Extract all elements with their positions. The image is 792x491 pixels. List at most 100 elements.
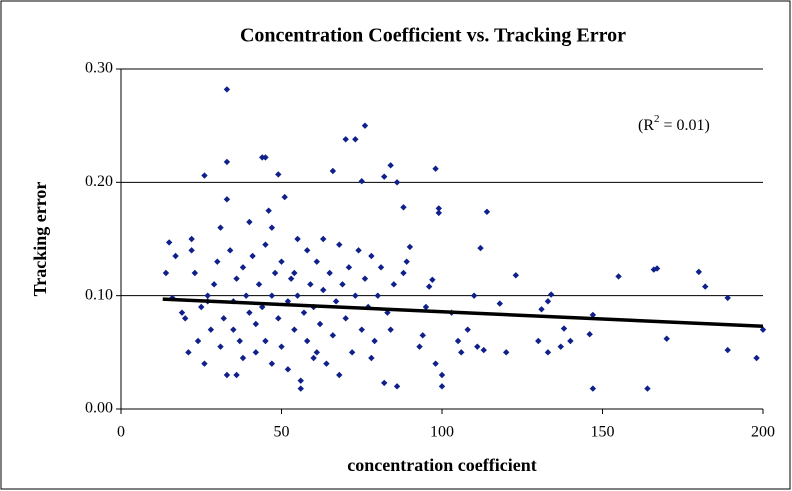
y-tick-label: 0.30 — [85, 60, 113, 77]
point — [320, 235, 327, 243]
point — [201, 360, 208, 367]
point — [233, 371, 240, 379]
x-tick-label: 150 — [591, 424, 615, 441]
point — [438, 371, 446, 379]
x-tick-label: 50 — [274, 424, 290, 441]
point — [198, 303, 205, 311]
point — [512, 272, 520, 279]
point — [246, 218, 253, 226]
point — [185, 349, 192, 356]
point — [172, 252, 179, 260]
point — [191, 269, 199, 277]
point — [352, 292, 359, 299]
point — [262, 337, 269, 345]
point — [268, 224, 276, 231]
point — [429, 276, 436, 283]
y-tick-label: 0.00 — [85, 400, 113, 417]
point — [268, 292, 276, 299]
point — [291, 269, 298, 277]
point — [644, 385, 651, 392]
point — [336, 241, 343, 248]
point — [281, 193, 288, 201]
point — [223, 158, 231, 166]
point — [268, 360, 276, 367]
point — [271, 269, 279, 277]
point — [313, 349, 321, 356]
point — [374, 292, 381, 299]
point — [425, 283, 433, 290]
point — [284, 366, 292, 373]
point — [291, 326, 298, 333]
point — [435, 209, 442, 217]
point — [560, 325, 568, 332]
point — [702, 283, 709, 290]
point — [275, 171, 282, 178]
point — [400, 269, 407, 277]
point — [368, 252, 375, 260]
point — [329, 167, 337, 175]
point — [345, 264, 353, 271]
y-axis-label: Tracking error — [30, 182, 50, 297]
point — [361, 122, 369, 129]
point — [223, 86, 231, 93]
point — [230, 326, 237, 333]
annotation-suffix: = 0.01) — [660, 117, 710, 134]
x-tick-label: 0 — [117, 424, 125, 441]
point — [480, 346, 487, 354]
point — [352, 136, 359, 143]
point — [381, 379, 388, 387]
point — [435, 205, 442, 212]
point — [496, 300, 503, 307]
point — [753, 354, 760, 362]
point — [217, 224, 224, 231]
point — [406, 243, 414, 251]
point — [393, 383, 401, 390]
point — [724, 294, 731, 302]
point — [226, 247, 234, 254]
point — [265, 207, 272, 214]
point — [361, 275, 369, 282]
point — [323, 360, 330, 367]
point — [310, 354, 317, 362]
point — [242, 292, 250, 299]
point — [438, 383, 446, 390]
point — [287, 275, 295, 282]
point — [297, 385, 304, 392]
point — [300, 309, 308, 316]
point — [233, 275, 240, 282]
point — [342, 315, 349, 322]
point — [188, 247, 195, 254]
point — [653, 265, 661, 272]
point — [294, 235, 301, 243]
point — [332, 298, 340, 305]
point — [249, 252, 256, 260]
point — [470, 292, 478, 299]
point — [165, 239, 173, 246]
point — [358, 178, 365, 185]
point — [320, 286, 327, 294]
point — [377, 264, 385, 271]
point — [178, 309, 186, 316]
point — [313, 258, 321, 265]
point — [416, 343, 423, 350]
point — [474, 343, 481, 350]
point — [339, 281, 346, 288]
point — [336, 371, 343, 379]
point — [387, 162, 394, 169]
point — [278, 343, 285, 350]
point — [483, 208, 491, 215]
point — [297, 377, 304, 384]
point — [220, 315, 227, 322]
point — [557, 343, 564, 350]
point — [252, 349, 260, 356]
point — [538, 306, 545, 313]
point — [724, 346, 731, 354]
point — [204, 292, 211, 299]
point — [194, 337, 202, 345]
x-axis-label: concentration coefficient — [347, 455, 536, 475]
point — [371, 337, 378, 345]
point — [316, 320, 324, 328]
point — [239, 354, 247, 362]
point — [358, 326, 365, 333]
